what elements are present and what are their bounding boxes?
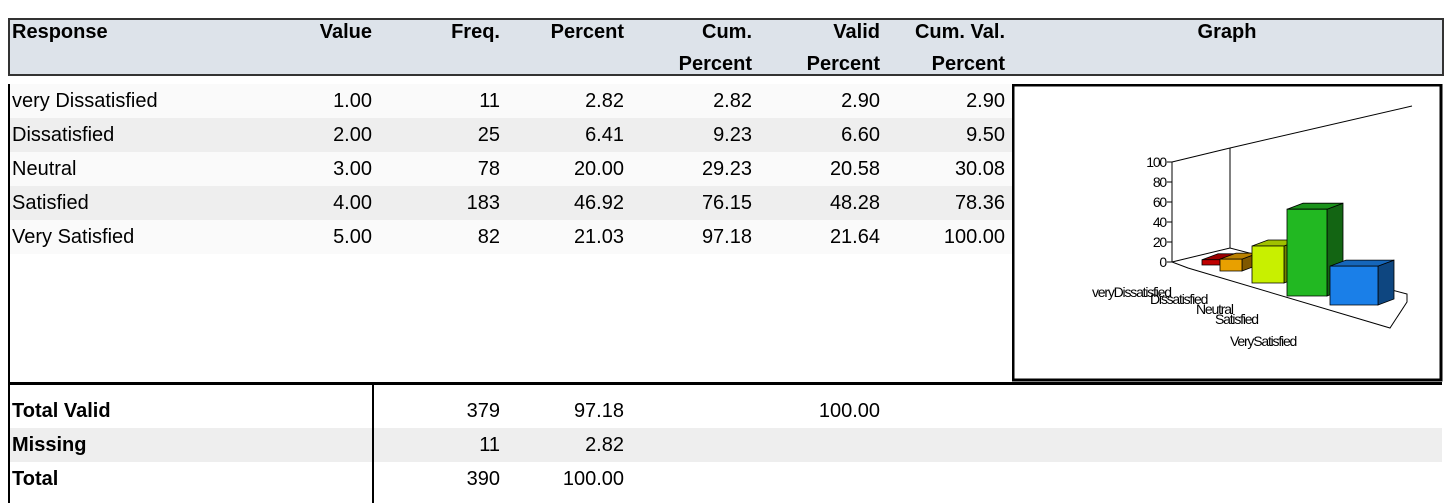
chart-frame [1012,84,1443,382]
bar-front [1251,245,1285,284]
cell: 29.23 [701,158,752,180]
cell: 3.00 [333,158,372,180]
cell: 2.82 [713,90,752,112]
bar-front [1219,258,1243,272]
header-cell: Cum. [702,21,752,43]
bar-side [1377,259,1395,306]
cell: 46.92 [573,192,624,214]
summary-label: Total Valid [12,400,111,422]
header-cell: Valid [833,21,880,43]
cell: 9.23 [713,124,752,146]
y-tick-label: 100 [1146,154,1167,170]
cell: 100.00 [562,468,624,490]
cell: Dissatisfied [12,124,115,146]
cell: Very Satisfied [12,226,135,248]
bar-front [1201,259,1221,266]
cell: 4.00 [333,192,372,214]
x-tick-label: Dissatisfied [1150,291,1208,307]
cell: 390 [466,468,500,490]
header-cell: Percent [806,53,880,75]
header-cell: Response [12,21,108,43]
cell: 6.41 [585,124,624,146]
cell: very Dissatisfied [12,90,158,112]
header-cell: Value [319,21,372,43]
bar [1329,259,1395,306]
cell: 78.36 [954,192,1005,214]
y-tick-label: 40 [1153,214,1168,230]
y-tick-label: 0 [1159,254,1167,270]
row-bg [10,84,1012,118]
x-tick-label: veryDissatisfied [1092,284,1171,300]
cell: 11 [479,434,500,456]
summary-separator [372,385,374,503]
cell: Satisfied [12,192,89,214]
cell: 100.00 [943,226,1005,248]
left-border [8,84,10,503]
header-cell: Graph [1197,21,1257,43]
header-cell: Freq. [451,21,500,43]
cell: 2.82 [585,434,624,456]
divider [8,382,1442,385]
cell: 11 [479,90,500,112]
cell: 1.00 [333,90,372,112]
cell: 97.18 [701,226,752,248]
cell: 2.90 [841,90,880,112]
cell: 6.60 [841,124,880,146]
bar-front [1329,265,1379,306]
bar [1286,202,1344,297]
row-bg [10,428,1442,462]
wall-edge [1171,147,1231,163]
cell: Neutral [12,158,77,180]
cell: 25 [477,124,500,146]
summary-label: Missing [12,434,87,456]
header-cell: Percent [931,53,1005,75]
header-bg [8,18,1444,76]
cell: 20.00 [573,158,624,180]
cell: 2.00 [333,124,372,146]
header-cell: Percent [550,21,624,43]
cell: 379 [466,400,500,422]
cell: 21.03 [573,226,624,248]
y-tick-label: 80 [1153,174,1168,190]
cell: 78 [477,158,500,180]
wall-edge [1229,105,1413,149]
header-cell: Cum. Val. [914,21,1005,43]
x-tick-label: VerySatisfied [1230,333,1297,349]
cell: 9.50 [966,124,1005,146]
cell: 20.58 [829,158,880,180]
bar-front [1286,208,1328,297]
x-tick-label: Neutral [1196,301,1234,317]
chart: 0 20 40 60 80 100 veryDissatisfiedDissatisfied… [1012,84,1443,382]
header-cell: Percent [678,53,752,75]
row-bg [10,118,1012,152]
cell: 48.28 [829,192,880,214]
x-tick-label: Satisfied [1215,311,1258,327]
cell: 21.64 [829,226,880,248]
y-tick-label: 60 [1153,194,1168,210]
cell: 183 [466,192,500,214]
cell: 2.90 [966,90,1005,112]
row-bg [10,220,1012,254]
row-bg [10,152,1012,186]
cell: 5.00 [333,226,372,248]
cell: 76.15 [701,192,752,214]
summary-label: Total [12,468,59,490]
cell: 100.00 [818,400,880,422]
cell: 97.18 [573,400,624,422]
cell: 2.82 [585,90,624,112]
cell: 30.08 [954,158,1005,180]
row-bg [10,186,1012,220]
y-tick-label: 20 [1153,234,1168,250]
cell: 82 [477,226,500,248]
